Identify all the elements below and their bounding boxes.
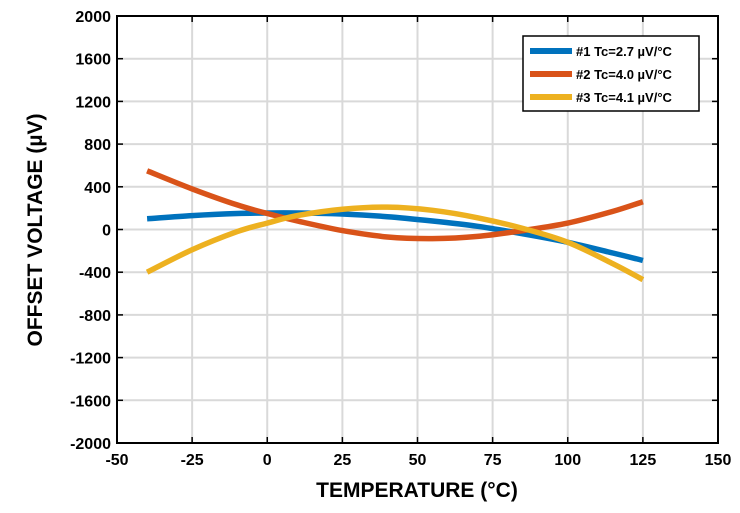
y-tick-label: -800 — [79, 308, 111, 325]
y-tick-label: 2000 — [75, 9, 111, 26]
x-tick-label: -50 — [105, 452, 128, 469]
y-tick-label: -1200 — [70, 351, 111, 368]
series-line-3 — [145, 204, 645, 283]
x-tick-label: 100 — [554, 452, 581, 469]
x-tick-label: 0 — [263, 452, 272, 469]
x-tick-label: 75 — [484, 452, 502, 469]
legend-label-series-3: #3 Tc=4.1 µV/°C — [576, 90, 673, 105]
data-series — [145, 168, 645, 283]
legend-label-series-2: #2 Tc=4.0 µV/°C — [576, 67, 673, 82]
legend-label-series-1: #1 Tc=2.7 µV/°C — [576, 44, 673, 59]
y-tick-label: 800 — [84, 137, 111, 154]
y-tick-label: 1200 — [75, 94, 111, 111]
y-tick-label: -2000 — [70, 436, 111, 453]
x-tick-label: 50 — [409, 452, 427, 469]
x-tick-label: 125 — [630, 452, 657, 469]
x-tick-label: -25 — [181, 452, 204, 469]
x-tick-label: 150 — [705, 452, 732, 469]
axis-ticks: -50 -25 0 25 50 75 100 125 150 2000 1600 1200 800 400… — [70, 9, 731, 469]
legend: #1 Tc=2.7 µV/°C #2 Tc=4.0 µV/°C #3 Tc=4.… — [522, 35, 700, 112]
y-tick-label: -1600 — [70, 393, 111, 410]
y-tick-label: 400 — [84, 180, 111, 197]
series-line-2 — [146, 168, 644, 242]
y-tick-label: -400 — [79, 265, 111, 282]
grid — [117, 16, 718, 443]
y-tick-label: 0 — [102, 223, 111, 240]
y-axis-title: OFFSET VOLTAGE (µV) — [24, 114, 47, 347]
y-tick-label: 1600 — [75, 52, 111, 69]
x-tick-label: 25 — [333, 452, 351, 469]
x-axis-title: TEMPERATURE (°C) — [316, 479, 518, 502]
